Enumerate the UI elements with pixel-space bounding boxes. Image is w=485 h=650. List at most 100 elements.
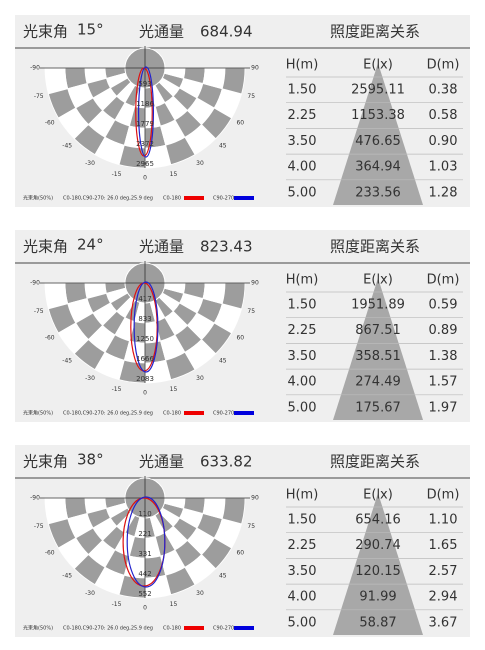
table-cell: 2.25: [288, 538, 317, 553]
radial-label: 1186: [136, 100, 154, 108]
angle-label: -15: [112, 171, 122, 178]
legend-swatch: [234, 626, 254, 630]
table-cell: 1.57: [429, 375, 458, 390]
angle-label: 45: [219, 357, 227, 364]
radial-label: 1666: [136, 355, 154, 363]
angle-label: 0: [143, 390, 147, 397]
angle-label: 30: [196, 160, 204, 167]
table-cell: 0.90: [429, 134, 458, 149]
angle-label: 0: [143, 605, 147, 612]
table-cell: 1.03: [429, 160, 458, 175]
table-cell: 2595.11: [351, 83, 405, 98]
legend-entry: C0-180: [163, 626, 181, 632]
table-cell: 867.51: [355, 323, 401, 338]
angle-label: 90: [251, 280, 259, 287]
table-cell: 4.00: [288, 160, 317, 175]
table-cell: 4.00: [288, 590, 317, 605]
table-cell: 4.00: [288, 375, 317, 390]
table-cell: 1.50: [288, 83, 317, 98]
table-cell: 364.94: [355, 160, 401, 175]
table-cell: 58.87: [359, 615, 396, 630]
radial-label: 833: [138, 315, 151, 323]
angle-label: -15: [112, 386, 122, 393]
angle-label: -30: [85, 590, 95, 597]
legend-swatch: [234, 411, 254, 415]
beam-angle: 15°: [77, 21, 104, 39]
table-header: D(m): [427, 273, 460, 288]
table-beam: [333, 63, 423, 205]
legend-text: C0-180,C90-270: 26.0 deg,25.9 deg: [63, 411, 153, 417]
radial-label: 110: [138, 510, 151, 518]
radial-label: 2083: [136, 375, 154, 383]
angle-label: 75: [247, 523, 255, 530]
table-cell: 5.00: [288, 400, 317, 415]
legend-entry: C90-270: [213, 411, 234, 417]
table-cell: 2.57: [429, 564, 458, 579]
table-cell: 91.99: [359, 590, 396, 605]
angle-label: 90: [251, 495, 259, 502]
radial-label: 2965: [136, 160, 154, 168]
angle-label: -45: [62, 142, 72, 149]
table-header: H(m): [286, 488, 319, 503]
legend-title: 光束角(50%): [23, 410, 53, 417]
lobe-c90: [133, 281, 159, 373]
angle-label: -90: [30, 65, 40, 72]
table-cell: 5.00: [288, 615, 317, 630]
angle-label: 45: [219, 142, 227, 149]
table-cell: 1.97: [429, 400, 458, 415]
table-cell: 0.59: [429, 298, 458, 313]
flux-label: 光通量: [139, 453, 184, 471]
polar-cell: [221, 67, 246, 95]
legend-swatch: [184, 411, 204, 415]
legend-swatch: [234, 196, 254, 200]
table-beam: [333, 278, 423, 420]
angle-label: -75: [34, 523, 44, 530]
table-cell: 2.25: [288, 108, 317, 123]
angle-label: 30: [196, 590, 204, 597]
radial-label: 221: [138, 530, 151, 538]
table-cell: 175.67: [355, 400, 401, 415]
table-title: 照度距离关系: [330, 23, 420, 41]
beam-label: 光束角: [23, 238, 68, 256]
angle-label: -75: [34, 308, 44, 315]
table-title: 照度距离关系: [330, 453, 420, 471]
table-cell: 1951.89: [351, 298, 405, 313]
angle-label: 15: [170, 601, 178, 608]
table-header: H(m): [286, 273, 319, 288]
angle-label: 75: [247, 308, 255, 315]
table-cell: 1.38: [429, 349, 458, 364]
polar-cell: [221, 497, 246, 525]
angle-label: -60: [45, 335, 55, 342]
table-cell: 2.94: [429, 590, 458, 605]
radial-label: 2372: [136, 140, 154, 148]
table-cell: 2.25: [288, 323, 317, 338]
table-cell: 1.28: [429, 185, 458, 200]
table-cell: 1153.38: [351, 108, 405, 123]
flux-value: 633.82: [200, 453, 253, 471]
table-cell: 1.10: [429, 513, 458, 528]
table-cell: 3.50: [288, 349, 317, 364]
angle-label: -90: [30, 495, 40, 502]
table-cell: 654.16: [355, 513, 401, 528]
angle-label: 45: [219, 572, 227, 579]
legend-title: 光束角(50%): [23, 625, 53, 632]
table-cell: 120.15: [355, 564, 401, 579]
table-cell: 1.50: [288, 298, 317, 313]
table-cell: 0.58: [429, 108, 458, 123]
angle-label: -30: [85, 375, 95, 382]
legend-entry: C0-180: [163, 196, 181, 202]
angle-label: -30: [85, 160, 95, 167]
table-title: 照度距离关系: [330, 238, 420, 256]
table-header: H(m): [286, 58, 319, 73]
table-cell: 290.74: [355, 538, 401, 553]
angle-label: -60: [45, 550, 55, 557]
table-header: D(m): [427, 488, 460, 503]
beam-label: 光束角: [23, 23, 68, 41]
table-cell: 0.89: [429, 323, 458, 338]
flux-value: 684.94: [200, 23, 253, 41]
beam-angle: 38°: [77, 451, 104, 469]
table-header: E(lx): [363, 58, 393, 73]
angle-label: -60: [45, 120, 55, 127]
table-header: E(lx): [363, 488, 393, 503]
